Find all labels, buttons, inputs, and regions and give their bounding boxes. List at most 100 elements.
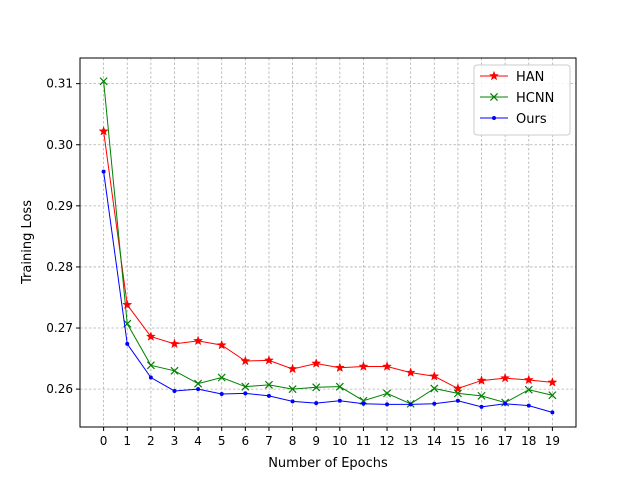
x-tick-label: 3 (171, 434, 179, 448)
series-hcnn-line (103, 81, 553, 405)
series-han-point (476, 375, 487, 385)
x-tick-label: 6 (242, 434, 250, 448)
legend-item-ours: Ours (480, 112, 547, 127)
series-ours-line (103, 171, 553, 413)
series-ours-point (385, 402, 390, 407)
x-tick-label: 11 (356, 434, 371, 448)
x-tick-label: 1 (123, 434, 131, 448)
series-hcnn-point (548, 391, 557, 400)
series-hcnn-point (264, 380, 273, 389)
series-hcnn-point (477, 391, 486, 400)
series-han-point (98, 125, 109, 136)
legend-label: HAN (516, 70, 544, 85)
series-han-point (381, 361, 393, 371)
y-axis: 0.26 0.27 0.28 0.29 0.30 0.31 (46, 77, 80, 396)
x-tick-label: 0 (100, 434, 108, 448)
series-ours-point (266, 393, 271, 398)
x-tick-label: 16 (474, 434, 489, 448)
series-hcnn-point (194, 379, 203, 388)
series-ours-point (243, 391, 248, 396)
y-axis-title: Training Loss (20, 200, 35, 285)
series-hcnn-point (241, 382, 250, 391)
series-ours-point (101, 169, 106, 174)
legend-marker (488, 70, 500, 81)
series-ours-point (219, 392, 224, 397)
series-ours-point (455, 398, 460, 403)
x-axis-title: Number of Epochs (268, 456, 388, 471)
x-tick-label: 19 (545, 434, 560, 448)
series-ours-point (550, 410, 555, 415)
x-tick-label: 17 (498, 434, 513, 448)
series-ours-point (125, 341, 130, 346)
series-han-point (263, 355, 275, 365)
legend: HAN HCNN Ours (473, 64, 571, 136)
x-tick-label: 12 (379, 434, 394, 448)
series-hcnn-point (217, 373, 226, 382)
legend-item-han: HAN (480, 70, 544, 85)
x-axis: 0 1 2 3 4 5 6 7 8 9 10 11 12 13 14 15 16 17 18 19 (100, 427, 560, 448)
y-tick-label: 0.27 (46, 321, 73, 335)
series-han-point (500, 372, 511, 383)
series-ours-point (290, 399, 295, 404)
legend-marker (492, 116, 496, 120)
series-han-point (523, 374, 534, 385)
y-tick-label: 0.30 (46, 138, 73, 152)
series-hcnn-point (99, 77, 108, 86)
y-tick-label: 0.31 (46, 77, 73, 91)
series-han-point (547, 377, 558, 387)
series-han-point (216, 339, 227, 350)
x-tick-label: 15 (450, 434, 465, 448)
series-han-point (358, 361, 369, 371)
series-ours-point (408, 402, 413, 407)
series-hcnn-point (288, 385, 297, 394)
x-tick-label: 4 (194, 434, 202, 448)
series-han-point (334, 362, 345, 373)
x-tick-label: 9 (312, 434, 320, 448)
series-hcnn-point (312, 383, 321, 392)
x-tick-label: 10 (332, 434, 347, 448)
series-hcnn-point (170, 366, 179, 375)
x-tick-label: 8 (289, 434, 297, 448)
series-ours-point (432, 401, 437, 406)
legend-label: Ours (516, 112, 547, 127)
series-han-line (103, 131, 553, 390)
series-ours-point (479, 404, 484, 409)
plot-frame (79, 57, 577, 428)
series-han (98, 125, 558, 393)
y-tick-label: 0.28 (46, 260, 73, 274)
series-ours-point (526, 403, 531, 408)
series-hcnn-point (383, 389, 392, 398)
x-tick-label: 5 (218, 434, 226, 448)
series-han-point (169, 338, 180, 349)
series-ours-point (172, 388, 177, 393)
series-han-point (405, 367, 416, 377)
x-tick-label: 13 (403, 434, 418, 448)
x-tick-label: 7 (265, 434, 273, 448)
series-ours-point (196, 387, 201, 392)
legend-marker (489, 92, 499, 102)
series-ours-point (503, 401, 508, 406)
x-tick-label: 2 (147, 434, 155, 448)
series-ours (101, 169, 555, 415)
y-tick-label: 0.29 (46, 199, 73, 213)
series-hcnn-point (146, 361, 155, 370)
series-han-point (122, 299, 133, 310)
legend-label: HCNN (516, 91, 554, 106)
series-han-point (287, 363, 298, 374)
series-han-point (193, 335, 204, 346)
legend-item-hcnn: HCNN (480, 91, 554, 106)
series-han-point (311, 358, 322, 368)
series-hcnn-point (524, 385, 533, 394)
series-han-point (145, 331, 156, 341)
series-layer (98, 77, 558, 415)
series-han-point (452, 383, 463, 393)
series-hcnn-point (430, 384, 439, 393)
series-han-point (240, 355, 251, 366)
x-tick-label: 14 (427, 434, 442, 448)
series-han-point (429, 370, 440, 381)
series-ours-point (314, 401, 319, 406)
series-hcnn-point (453, 389, 462, 398)
series-hcnn-point (335, 382, 344, 391)
